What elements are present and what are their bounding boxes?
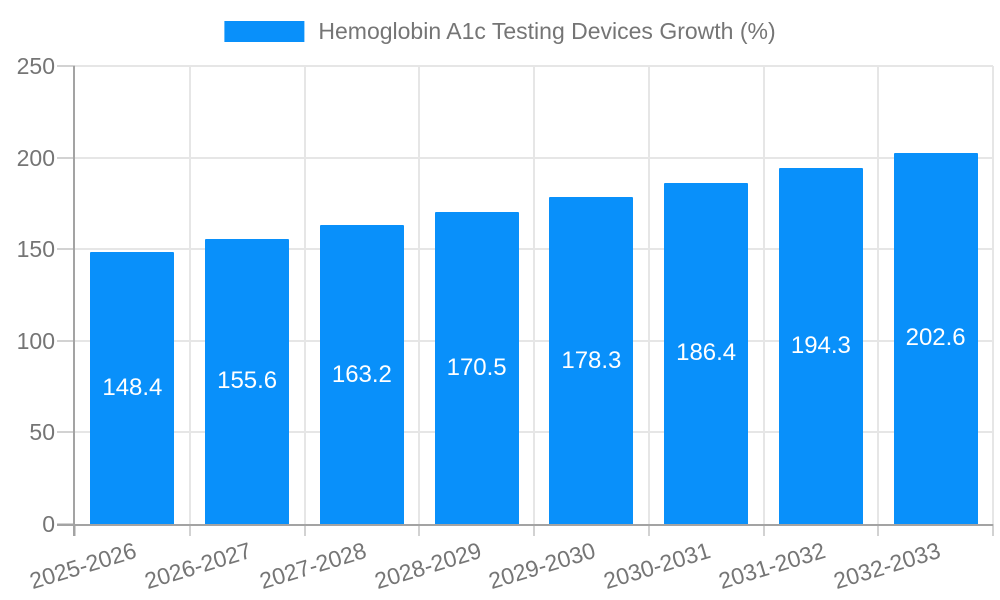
gridline [533,66,535,524]
bar[interactable] [434,211,519,524]
gridline [303,66,306,524]
x-axis-tick [188,524,191,536]
y-axis-tick [57,65,75,67]
bar[interactable] [90,252,175,524]
bar[interactable] [778,168,863,524]
legend[interactable]: Hemoglobin A1c Testing Devices Growth (%… [224,18,776,44]
y-axis-tick [57,156,75,159]
gridline [418,66,421,524]
y-axis-tick [57,248,75,251]
bar-value-label: 194.3 [790,332,851,360]
x-axis-tick [418,524,421,536]
x-axis-tick [533,524,535,536]
legend-label: Hemoglobin A1c Testing Devices Growth (%… [318,18,776,44]
y-axis-tick-label: 100 [16,327,55,354]
bar[interactable] [319,225,404,524]
bar-value-label: 170.5 [446,353,507,381]
bar[interactable] [205,238,290,524]
x-axis-line [57,524,993,526]
gridline [188,66,191,524]
y-axis-tick-label: 50 [29,419,55,446]
bar[interactable] [893,152,978,524]
y-axis-tick-label: 250 [16,53,55,79]
x-axis-tick [303,524,306,536]
bar[interactable] [664,182,749,524]
bar-value-label: 178.3 [561,346,622,374]
bar[interactable] [549,197,634,524]
y-axis-tick-label: 0 [42,511,55,537]
y-axis-tick-label: 150 [16,236,55,263]
bar-value-label: 202.6 [905,324,966,352]
bar-value-label: 163.2 [331,360,392,388]
y-axis-tick [57,431,75,434]
y-axis-tick-label: 200 [16,144,55,171]
x-axis-tick [762,524,765,536]
gridline [877,66,880,524]
y-axis-line [73,66,75,536]
bar-value-label: 155.6 [217,367,278,395]
gridline [647,66,650,524]
bar-value-label: 148.4 [102,374,163,402]
x-axis-tick [647,524,650,536]
legend-swatch-icon [224,21,305,42]
x-axis-tick [877,524,880,536]
gridline [762,66,765,524]
y-axis-tick [57,339,75,342]
gridline [992,66,994,524]
bar-value-label: 186.4 [676,339,737,367]
x-axis-tick [74,524,76,536]
x-axis-tick [992,524,994,536]
